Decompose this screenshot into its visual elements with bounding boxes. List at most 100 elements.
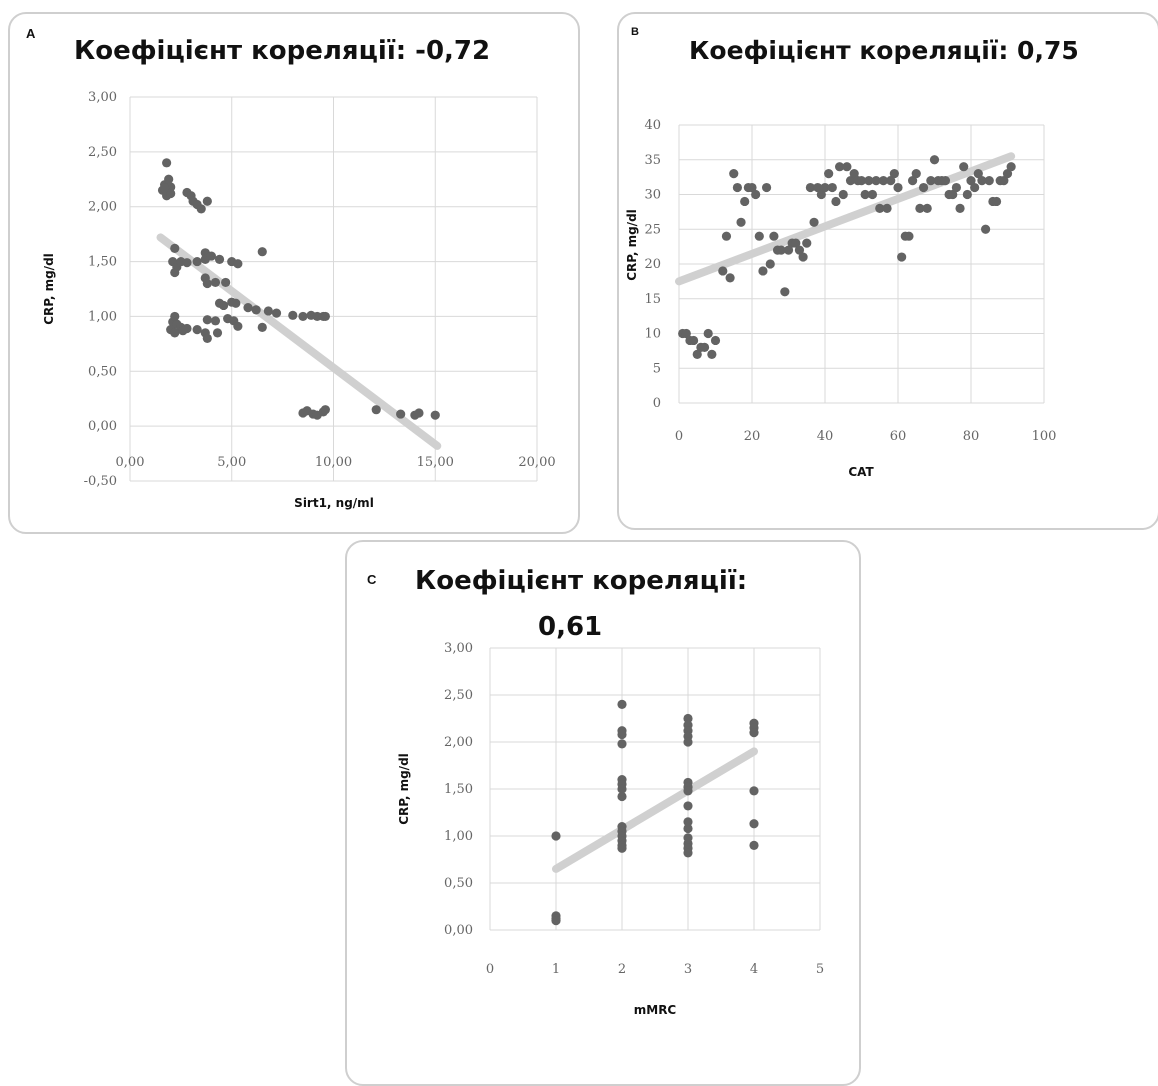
data-point [999, 176, 1009, 186]
data-point [683, 848, 693, 858]
x-tick-label: 40 [817, 429, 834, 444]
panel-letter-c: C [367, 572, 377, 587]
x-tick-label: 0,00 [116, 455, 145, 470]
data-point [749, 840, 759, 851]
data-point [878, 176, 889, 186]
data-point [1002, 169, 1013, 179]
y-tick-label: 1,00 [88, 309, 117, 324]
y-tick-label: 0,50 [444, 876, 473, 891]
y-tick-label: 1,50 [444, 782, 473, 797]
data-point [178, 326, 188, 336]
data-point [769, 231, 779, 241]
y-tick-label: 1,00 [444, 829, 473, 844]
data-point [911, 169, 921, 179]
data-point [551, 831, 561, 841]
data-point [915, 203, 925, 213]
data-point [794, 245, 805, 255]
data-point [973, 169, 983, 179]
data-point [551, 916, 561, 926]
data-point [791, 238, 801, 248]
x-tick-label: 3 [684, 962, 692, 977]
data-point [703, 328, 713, 339]
x-tick-label: 0 [675, 429, 683, 444]
chart-b-ylabel: CRP, mg/dl [625, 209, 639, 281]
y-tick-label: -0,50 [84, 474, 117, 489]
data-point [776, 245, 786, 255]
y-tick-label: 2,50 [88, 145, 117, 160]
data-point [725, 273, 735, 283]
x-tick-label: 4 [750, 962, 758, 977]
y-tick-label: 35 [644, 153, 661, 168]
data-point [732, 182, 743, 193]
data-point [845, 176, 856, 186]
trendline [552, 747, 758, 873]
data-point [683, 713, 693, 724]
data-point [219, 300, 229, 311]
data-point [320, 311, 330, 322]
chart-a-title: Коефіцієнт кореляції: -0,72 [74, 36, 491, 66]
data-point [251, 305, 261, 315]
data-point [970, 182, 980, 193]
y-tick-label: 2,50 [444, 688, 473, 703]
data-point [918, 182, 929, 193]
data-point [233, 321, 243, 331]
chart-b-title: Коефіцієнт кореляції: 0,75 [689, 36, 1079, 65]
data-point [257, 322, 267, 332]
data-point [212, 328, 223, 338]
data-point [780, 287, 790, 297]
trendline [675, 152, 1016, 286]
data-point [864, 176, 874, 186]
data-point [948, 189, 958, 200]
data-point [683, 823, 693, 834]
data-point [740, 196, 750, 207]
data-point [856, 176, 867, 186]
y-tick-label: 2,00 [444, 735, 473, 750]
x-tick-label: 60 [890, 429, 907, 444]
y-tick-label: 2,00 [88, 200, 117, 215]
data-point [816, 189, 826, 200]
data-point [202, 315, 212, 325]
gridlines [489, 647, 821, 931]
x-tick-label: 80 [963, 429, 980, 444]
data-point [984, 176, 994, 186]
x-tick-label: 0 [486, 962, 494, 977]
data-point [959, 162, 969, 172]
data-point [683, 817, 693, 827]
data-point [981, 224, 991, 234]
y-tick-label: 0 [653, 396, 661, 411]
y-tick-label: 0,50 [88, 364, 117, 379]
data-point [263, 306, 273, 316]
data-point [838, 189, 848, 200]
y-tick-label: 5 [653, 361, 661, 376]
data-point [867, 189, 878, 200]
x-tick-label: 100 [1032, 429, 1057, 444]
data-point [699, 342, 710, 352]
data-point [202, 278, 212, 289]
data-point [729, 169, 739, 179]
data-point [683, 786, 693, 796]
data-point [162, 158, 172, 168]
data-point [710, 335, 721, 346]
data-point [170, 243, 180, 254]
data-point [414, 408, 424, 418]
chart-panel-a: A Коефіцієнт кореляції: -0,72 [8, 12, 580, 534]
data-point [962, 189, 972, 200]
y-tick-label: 20 [644, 257, 661, 272]
data-point [320, 405, 330, 415]
data-point [966, 176, 976, 186]
data-point [196, 204, 206, 214]
data-point [889, 169, 899, 179]
x-tick-label: 5,00 [217, 455, 246, 470]
chart-b-xlabel: CAT [848, 465, 874, 479]
data-point [170, 267, 180, 278]
data-point [170, 311, 180, 322]
y-tick-label: 3,00 [88, 90, 117, 105]
data-point [749, 728, 759, 738]
data-point [827, 182, 837, 193]
data-point [617, 843, 627, 853]
data-point [396, 409, 406, 419]
data-point [886, 176, 896, 186]
panel-letter-a: A [26, 26, 36, 41]
data-point [842, 162, 852, 172]
